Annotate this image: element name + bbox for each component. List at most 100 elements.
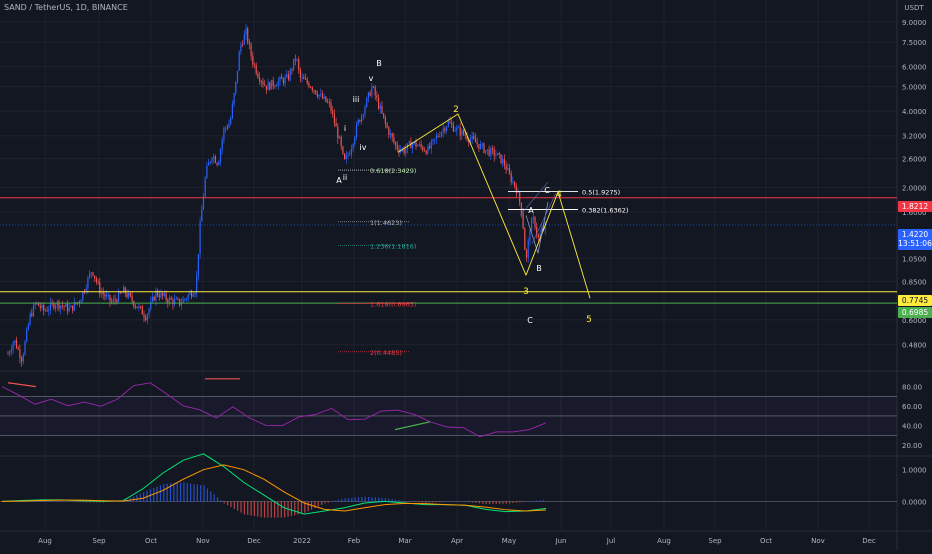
macd-histogram-bar [522, 501, 523, 502]
macd-histogram-bar [240, 501, 241, 512]
candle-body [500, 154, 501, 163]
candle-body [487, 149, 488, 150]
rsi-tick-label: 60.00 [902, 403, 922, 411]
macd-histogram-bar [361, 497, 362, 502]
candle-body [344, 154, 345, 159]
candle-body [397, 145, 398, 149]
macd-histogram-bar [193, 484, 194, 502]
wave-label-white: A [528, 206, 534, 215]
candle-body [443, 128, 444, 131]
candle-body [354, 137, 355, 144]
candle-body [347, 155, 348, 156]
candle-body [366, 98, 367, 107]
candle-body [305, 79, 306, 80]
resistance-price-tag: 1.8212 [898, 201, 932, 212]
candle-body [48, 310, 49, 311]
candle-body [310, 87, 311, 88]
candle-body [363, 115, 364, 116]
macd-histogram-bar [83, 501, 84, 502]
candle-body [58, 301, 59, 308]
candle-body [252, 56, 253, 64]
candle-body [196, 276, 197, 293]
candle-body [31, 314, 32, 316]
candle-body [164, 294, 165, 296]
macd-tick-label: 1.0000 [902, 467, 927, 475]
candle-body [67, 304, 68, 311]
candle-body [271, 80, 272, 89]
candle-body [359, 120, 360, 122]
candle-body [538, 235, 539, 237]
fib-level-label: 1.618(0.6965) [370, 300, 416, 308]
time-tick-label: Oct [145, 537, 157, 545]
candle-body [240, 44, 241, 51]
macd-histogram-bar [59, 501, 60, 502]
candle-body [388, 128, 389, 135]
candle-body [16, 340, 17, 348]
candle-body [62, 306, 63, 307]
macd-histogram-bar [250, 501, 251, 515]
candle-body [167, 300, 168, 303]
candle-body [33, 305, 34, 316]
candle-body [249, 42, 250, 44]
macd-histogram-bar [261, 501, 262, 517]
candle-body [53, 303, 54, 308]
candle-body [230, 118, 231, 124]
macd-histogram-bar [207, 488, 208, 501]
candle-body [184, 299, 185, 300]
wave-label-white: A [336, 176, 342, 185]
candle-body [504, 159, 505, 165]
macd-histogram-bar [355, 497, 356, 501]
candle-body [295, 59, 296, 60]
candle-body [65, 304, 66, 307]
candle-body [19, 349, 20, 358]
macd-histogram-bar [375, 497, 376, 501]
candle-body [417, 146, 418, 147]
candle-body [128, 293, 129, 297]
candle-body [383, 113, 384, 117]
candle-body [120, 292, 121, 293]
candle-body [336, 123, 337, 127]
candle-body [506, 165, 507, 170]
candle-body [101, 292, 102, 293]
fib-level-label: 0.618(2.3429) [370, 167, 416, 175]
wave-label-white: iii [353, 95, 360, 104]
candle-body [291, 70, 292, 71]
candle-body [385, 117, 386, 123]
macd-histogram-bar [435, 501, 436, 502]
macd-histogram-bar [224, 501, 225, 503]
macd-histogram-bar [234, 501, 235, 508]
time-tick-label: Nov [811, 537, 825, 545]
candle-body [278, 81, 279, 86]
candle-body [145, 317, 146, 320]
candle-body [201, 210, 202, 222]
macd-histogram-bar [395, 500, 396, 502]
time-tick-label: Jun [555, 537, 567, 545]
candle-body [296, 59, 297, 60]
candle-body [150, 301, 151, 308]
macd-histogram-bar [378, 498, 379, 502]
candle-body [461, 130, 462, 135]
macd-histogram-bar [86, 501, 87, 502]
macd-histogram-bar [475, 501, 476, 502]
candle-body [50, 303, 51, 310]
macd-histogram-bar [62, 501, 63, 502]
macd-histogram-bar [247, 501, 248, 515]
candle-body [171, 298, 172, 300]
macd-histogram-bar [187, 483, 188, 502]
candle-body [121, 293, 122, 294]
candle-body [218, 162, 219, 165]
wave-label-yellow: 5 [586, 315, 592, 325]
candle-body [419, 144, 420, 146]
candle-body [198, 254, 199, 276]
candle-body [460, 127, 461, 135]
candle-body [368, 92, 369, 97]
candle-body [9, 352, 10, 354]
candle-body [426, 151, 427, 154]
candles-group [7, 24, 545, 367]
macd-histogram-bar [348, 498, 349, 502]
candle-body [89, 273, 90, 277]
candle-body [186, 299, 187, 300]
macd-histogram-bar [210, 491, 211, 501]
